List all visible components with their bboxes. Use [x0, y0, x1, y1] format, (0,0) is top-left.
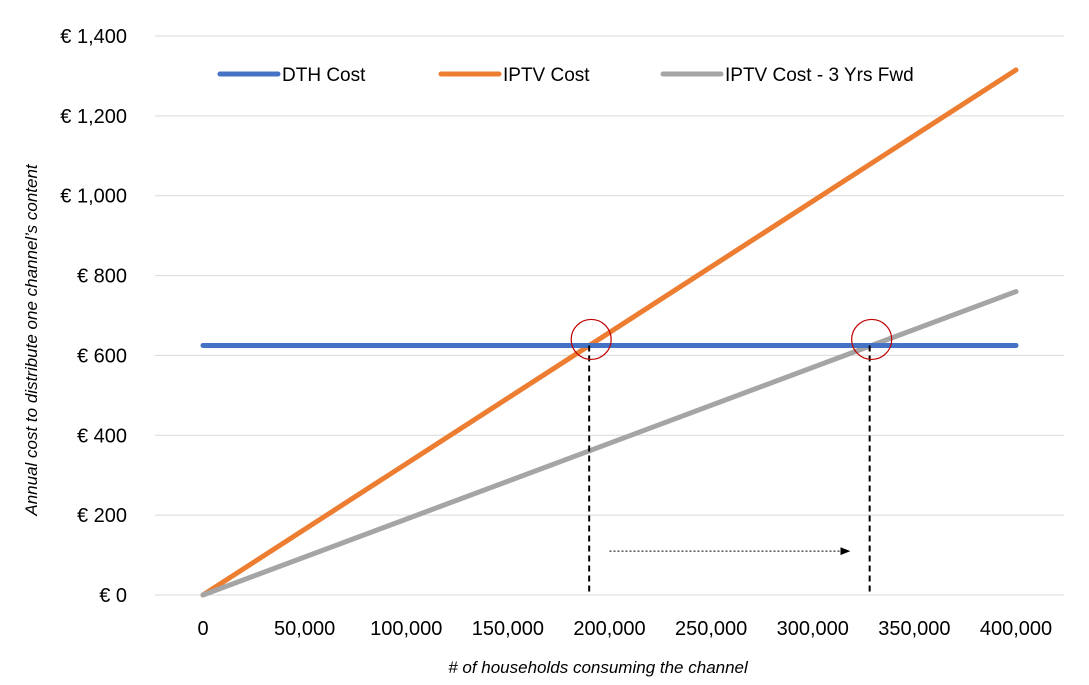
gridlines — [155, 35, 1064, 596]
tick-labels: € 0 € 200 € 400 € 600 € 800 € 1,000 € 1,200 € 1… — [60, 26, 1052, 640]
y-tick-label: € 0 — [99, 585, 127, 607]
legend-label: IPTV Cost — [503, 65, 590, 86]
y-tick-label: € 800 — [77, 266, 127, 288]
legend-label: IPTV Cost - 3 Yrs Fwd — [725, 65, 914, 86]
legend: DTH Cost IPTV Cost IPTV Cost - 3 Yrs Fwd — [217, 65, 914, 86]
y-tick-label: € 200 — [77, 505, 127, 527]
break-even-circle — [851, 318, 893, 361]
legend-label: DTH Cost — [282, 65, 366, 86]
x-tick-label: 150,000 — [472, 618, 544, 640]
x-tick-label: 350,000 — [878, 618, 950, 640]
x-tick-label: 400,000 — [980, 618, 1052, 640]
y-tick-label: € 1,200 — [60, 106, 127, 128]
break-even-circle — [570, 318, 612, 361]
annotations — [570, 318, 893, 595]
x-tick-label: 200,000 — [573, 618, 645, 640]
y-tick-label: € 1,400 — [60, 26, 127, 48]
x-tick-label: 100,000 — [370, 618, 442, 640]
series-line — [200, 289, 1019, 598]
x-tick-label: 0 — [197, 618, 208, 640]
y-tick-label: € 600 — [77, 345, 127, 367]
x-tick-label: 300,000 — [777, 618, 849, 640]
y-tick-label: € 400 — [77, 425, 127, 447]
x-axis-title: # of households consuming the channel — [448, 658, 749, 677]
x-tick-label: 50,000 — [274, 618, 335, 640]
y-tick-label: € 1,000 — [60, 186, 127, 208]
x-tick-label: 250,000 — [675, 618, 747, 640]
y-axis-title: Annual cost to distribute one channel’s … — [22, 163, 41, 517]
